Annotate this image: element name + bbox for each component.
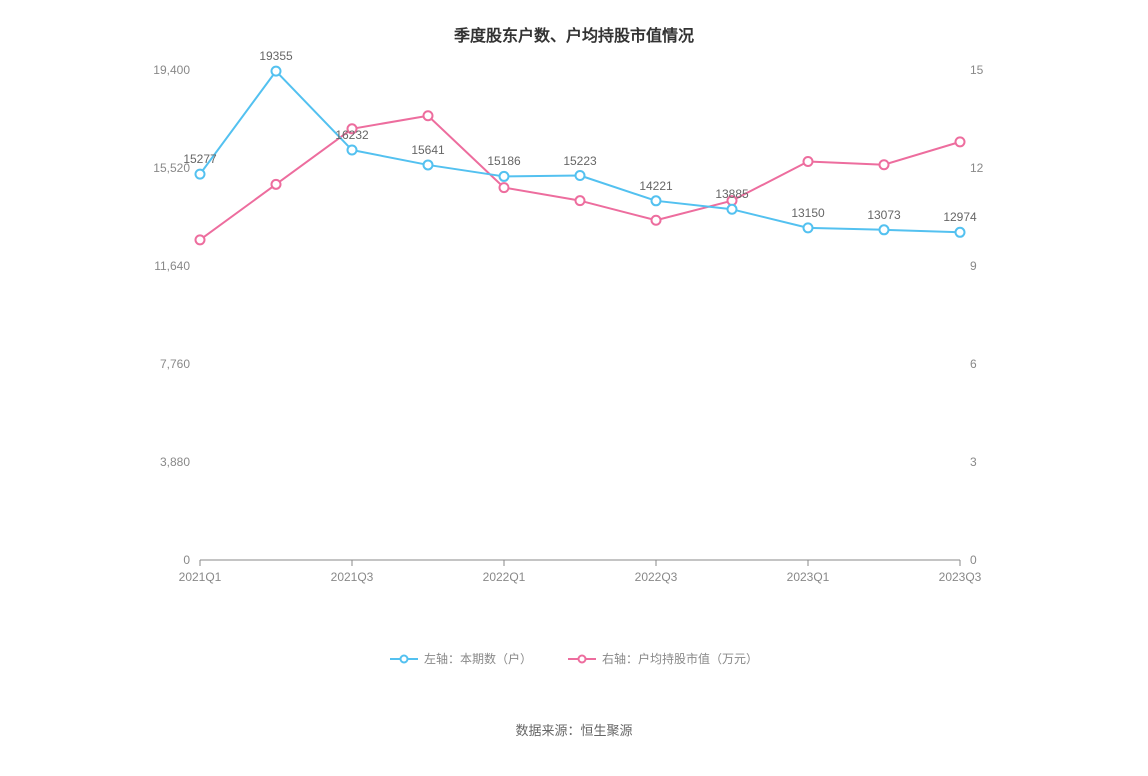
legend-label: 左轴：本期数（户） [424,650,532,667]
source-label: 数据来源：恒生聚源 [0,720,1148,739]
y-left-tick-label: 3,880 [160,455,190,469]
data-label: 13885 [715,187,748,201]
data-label: 15186 [487,154,520,168]
chart-container: 季度股东户数、户均持股市值情况 03,8807,76011,64015,5201… [0,0,1148,776]
legend-swatch [390,653,418,665]
data-label: 15641 [411,143,444,157]
x-tick-label: 2021Q1 [179,570,222,584]
y-left-tick-label: 0 [183,553,190,567]
y-right-tick-label: 15 [970,63,983,77]
data-label: 16232 [335,128,368,142]
legend: 左轴：本期数（户） 右轴：户均持股市值（万元） [0,650,1148,670]
x-tick-label: 2022Q3 [635,570,678,584]
x-tick-label: 2023Q1 [787,570,830,584]
y-right-tick-label: 3 [970,455,977,469]
data-label: 15223 [563,154,596,168]
chart-title: 季度股东户数、户均持股市值情况 [0,0,1148,46]
data-label: 14221 [639,179,672,193]
y-right-tick-label: 0 [970,553,977,567]
x-tick-label: 2021Q3 [331,570,374,584]
legend-label: 右轴：户均持股市值（万元） [602,650,758,667]
data-label: 13150 [791,206,824,220]
data-label: 13073 [867,208,900,222]
plot-area: 03,8807,76011,64015,52019,40003691215202… [200,70,960,560]
y-left-tick-label: 7,760 [160,357,190,371]
data-label: 19355 [259,49,292,63]
y-right-tick-label: 9 [970,259,977,273]
data-label: 12974 [943,210,976,224]
x-tick-label: 2023Q3 [939,570,982,584]
y-left-tick-label: 11,640 [154,259,190,273]
y-left-tick-label: 19,400 [153,63,190,77]
legend-swatch [568,653,596,665]
y-right-tick-label: 6 [970,357,977,371]
legend-item[interactable]: 右轴：户均持股市值（万元） [568,650,758,667]
y-right-tick-label: 12 [970,161,983,175]
legend-item[interactable]: 左轴：本期数（户） [390,650,532,667]
lines-svg [200,70,960,560]
data-label: 15277 [183,152,216,166]
x-tick-label: 2022Q1 [483,570,526,584]
